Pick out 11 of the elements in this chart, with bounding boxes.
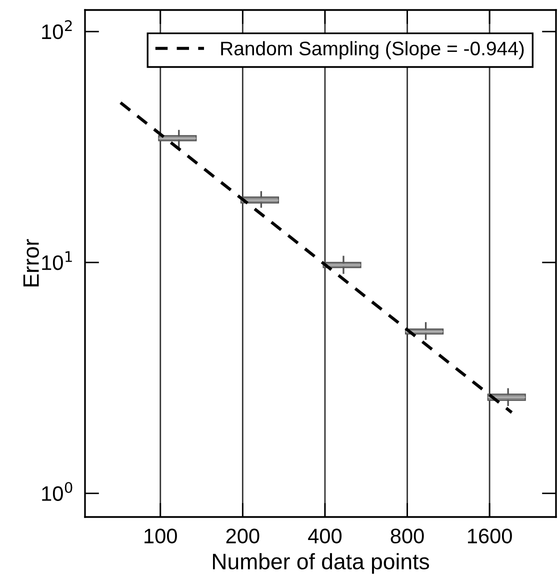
y-axis-title: Error xyxy=(23,239,39,286)
y-tick-label: 10$^{2}$ xyxy=(42,20,72,40)
y-tick-label: 10$^{0}$ xyxy=(42,482,72,501)
x-axis-title: Number of data points xyxy=(213,553,430,574)
legend-label: Random Sampling (Slope = -0.944) xyxy=(221,41,524,60)
x-tick-label: 800 xyxy=(390,528,424,544)
x-tick-label: 200 xyxy=(226,528,260,544)
x-tick-label: 100 xyxy=(144,528,177,544)
y-tick-label: 10$^{1}$ xyxy=(42,251,72,270)
x-tick-label: 1600 xyxy=(468,528,512,544)
x-tick-label: 400 xyxy=(308,528,342,544)
